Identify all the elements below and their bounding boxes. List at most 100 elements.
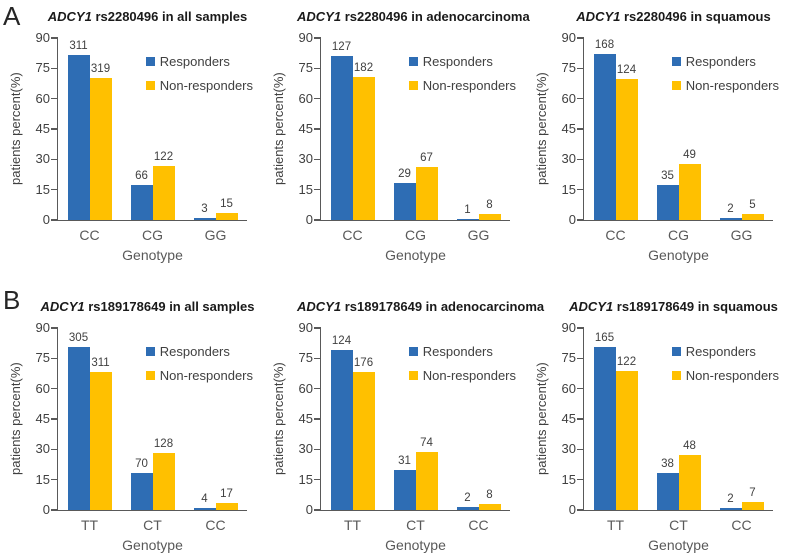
y-tick-label: 75 <box>561 350 576 366</box>
bar-count-label: 15 <box>220 198 233 211</box>
legend-label: Responders <box>685 344 756 359</box>
y-axis-title: patients percent(%) <box>534 72 549 186</box>
bar-responders <box>593 347 616 510</box>
bar-responders <box>330 350 353 510</box>
y-tick-label: 75 <box>35 60 50 76</box>
bar-responders <box>130 472 153 510</box>
bar-non-responders <box>152 165 175 220</box>
x-category-label: GG <box>467 227 490 243</box>
legend-item: Responders <box>145 344 253 359</box>
y-tick-mark <box>51 478 58 481</box>
chart-title-text: rs189178649 in adenocarcinoma <box>341 299 545 314</box>
x-category-label: CC <box>205 517 226 533</box>
legend-label: Non-responders <box>422 78 516 93</box>
y-tick-label: 90 <box>298 30 313 45</box>
y-tick-mark <box>577 418 584 420</box>
y-tick-mark <box>314 188 321 191</box>
bar-responders <box>67 54 90 220</box>
y-tick-mark <box>577 387 584 390</box>
chart-title-text: rs2280496 in all samples <box>91 9 248 24</box>
bar-count-label: 31 <box>398 455 411 468</box>
chart-title-text: rs189178649 in squamous <box>613 299 778 314</box>
y-tick-mark <box>51 448 58 451</box>
y-tick-mark <box>577 219 584 221</box>
y-tick-mark <box>314 67 321 70</box>
chart-title-text: rs2280496 in squamous <box>620 9 771 24</box>
bar-non-responders <box>615 79 638 220</box>
legend: Responders Non-responders <box>145 344 253 383</box>
y-tick-mark <box>314 219 321 221</box>
x-category-label: TT <box>606 517 625 533</box>
legend: Responders Non-responders <box>671 54 779 93</box>
y-tick-mark <box>51 387 58 390</box>
legend-swatch-responders <box>145 57 155 66</box>
y-tick-label: 15 <box>35 471 50 487</box>
bar-count-label: 168 <box>594 39 615 52</box>
legend: Responders Non-responders <box>408 344 516 383</box>
x-category-label: CG <box>405 227 426 243</box>
bar-non-responders <box>415 167 438 220</box>
x-category-label: TT <box>343 517 362 533</box>
bar-count-label: 49 <box>683 149 696 162</box>
y-tick-label: 30 <box>35 151 50 167</box>
legend-swatch-responders <box>408 347 418 356</box>
legend: Responders Non-responders <box>145 54 253 93</box>
y-tick-mark <box>314 387 321 390</box>
bar-count-label: 127 <box>331 41 352 54</box>
y-tick-mark <box>577 97 584 100</box>
chart-area: ADCY1 rs189178649 in all samples 0 15 30 45 6… <box>0 290 263 555</box>
plot-area: 0 15 30 45 60 75 90 patients percent(%) 168 124 CC… <box>534 31 779 264</box>
legend-label: Responders <box>159 54 230 69</box>
y-tick-mark <box>51 37 58 39</box>
y-tick-label: 45 <box>35 411 50 426</box>
y-tick-mark <box>314 509 321 511</box>
bar-non-responders <box>89 372 112 510</box>
y-tick-mark <box>51 219 58 221</box>
legend-swatch-non-responders <box>408 371 418 380</box>
chart-title-text: rs189178649 in all samples <box>84 299 255 314</box>
y-axis-title: patients percent(%) <box>271 72 286 186</box>
panel-a-row: A ADCY1 rs2280496 in all samples 0 15 30 45 6… <box>0 0 779 278</box>
y-axis-title: patients percent(%) <box>8 72 23 186</box>
chart-rs2280496-all-samples: ADCY1 rs2280496 in all samples 0 15 30 45 60 7… <box>0 0 263 278</box>
y-tick-mark <box>577 327 584 329</box>
gene-name: ADCY1 <box>297 9 342 24</box>
y-tick-mark <box>51 188 58 191</box>
y-tick-mark <box>577 128 584 130</box>
legend-label: Non-responders <box>685 78 779 93</box>
x-category-label: CC <box>342 227 363 243</box>
y-tick-label: 60 <box>35 380 50 396</box>
bar-count-label: 319 <box>90 63 111 76</box>
y-tick-label: 30 <box>298 441 313 457</box>
y-tick-label: 15 <box>35 181 50 197</box>
y-tick-label: 75 <box>35 350 50 366</box>
x-category-label: TT <box>80 517 99 533</box>
bar-count-label: 305 <box>68 332 89 345</box>
bar-responders <box>193 507 216 510</box>
y-tick-label: 15 <box>298 471 313 487</box>
y-tick-label: 45 <box>298 121 313 136</box>
x-category-label: CT <box>143 517 162 533</box>
legend: Responders Non-responders <box>671 344 779 383</box>
bar-responders <box>330 56 353 220</box>
bar-non-responders <box>89 78 112 220</box>
x-category-label: CC <box>468 517 489 533</box>
y-tick-mark <box>577 448 584 451</box>
legend-swatch-responders <box>408 57 418 66</box>
y-tick-mark <box>51 509 58 511</box>
bar-count-label: 7 <box>749 486 756 499</box>
bar-count-label: 17 <box>220 487 233 500</box>
y-tick-mark <box>51 418 58 420</box>
bar-count-label: 70 <box>135 457 148 470</box>
y-tick-label: 30 <box>298 151 313 167</box>
y-tick-label: 60 <box>561 90 576 106</box>
bar-non-responders <box>678 455 701 510</box>
legend-item: Non-responders <box>408 368 516 383</box>
legend-swatch-non-responders <box>671 371 681 380</box>
bar-non-responders <box>152 453 175 510</box>
bar-non-responders <box>478 213 501 220</box>
legend-label: Responders <box>685 54 756 69</box>
bar-responders <box>719 217 742 220</box>
x-axis-title: Genotype <box>122 247 183 263</box>
